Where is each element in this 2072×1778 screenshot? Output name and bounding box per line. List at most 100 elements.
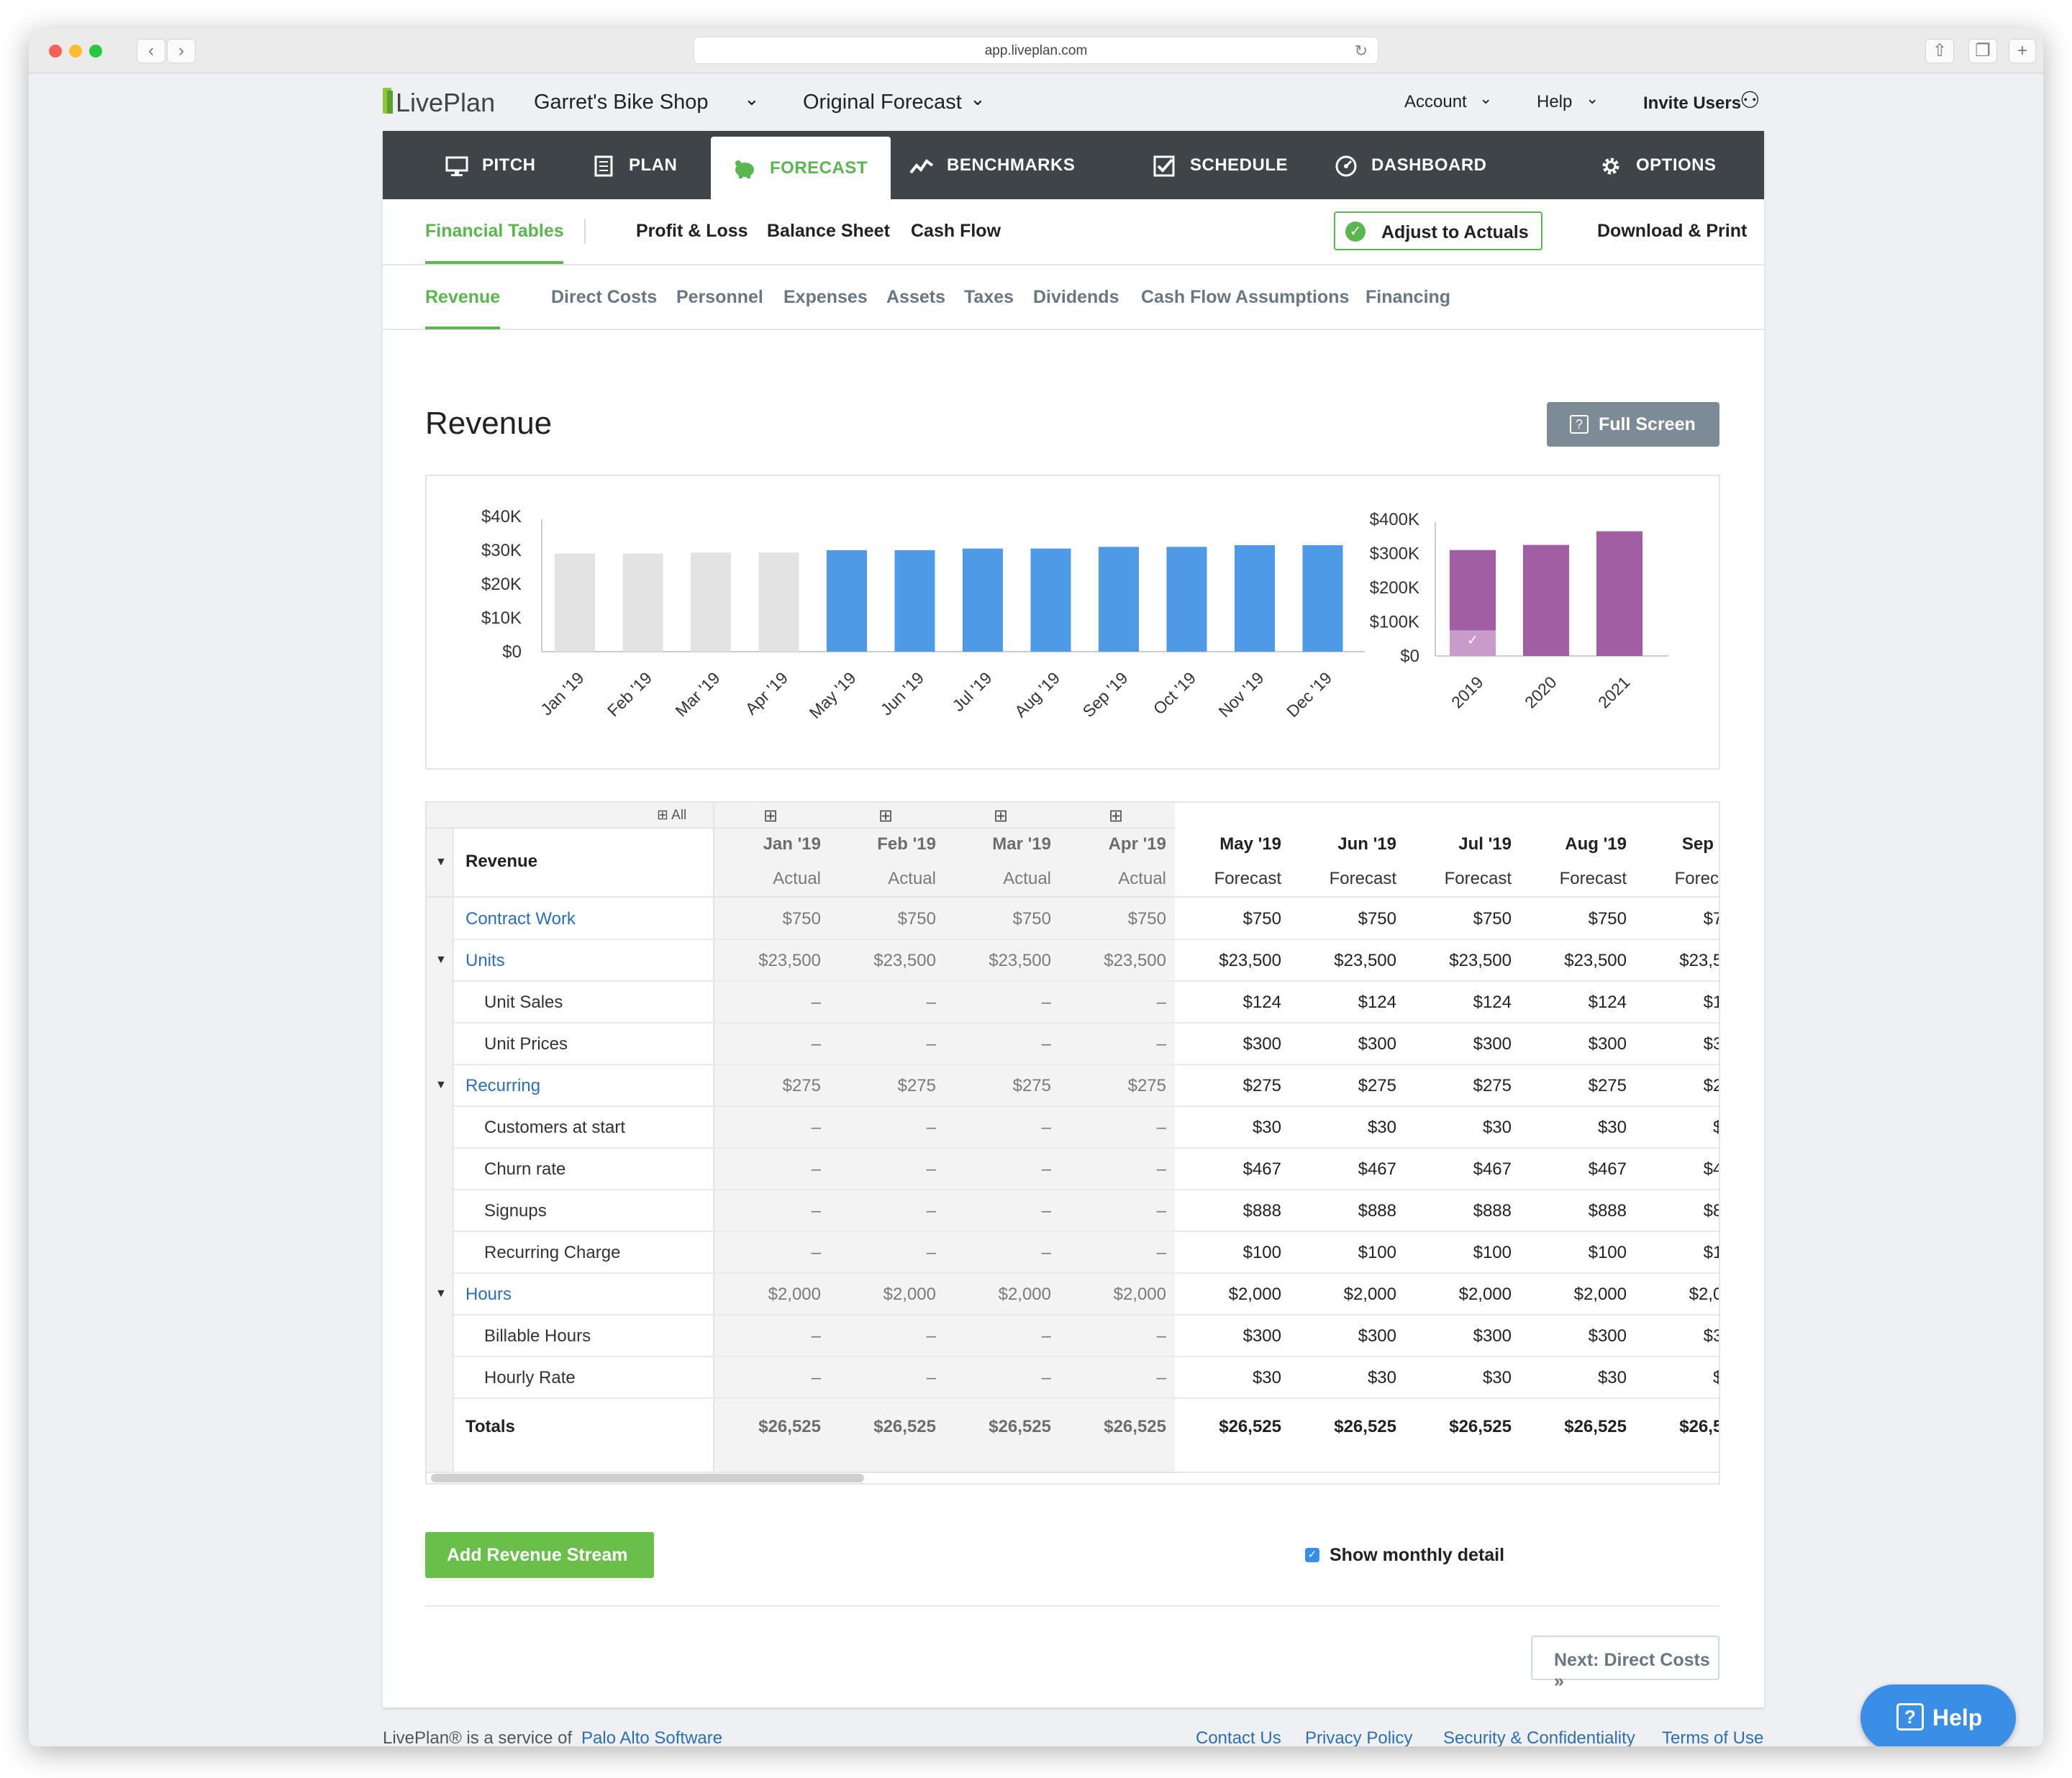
forecast-selector[interactable]: Original Forecast (803, 91, 962, 114)
table-cell[interactable]: $275 (1588, 1076, 1627, 1095)
table-cell[interactable]: $275 (897, 1076, 936, 1095)
table-cell[interactable]: $750 (1242, 909, 1281, 929)
section-revenue[interactable]: Revenue (425, 287, 501, 307)
collapse-icon[interactable]: ▼ (435, 1079, 447, 1091)
table-cell[interactable]: – (926, 1159, 936, 1179)
table-cell[interactable]: $124 (1473, 993, 1512, 1012)
add-revenue-stream-button[interactable]: Add Revenue Stream (425, 1532, 654, 1578)
table-cell[interactable]: $30 (1597, 1118, 1627, 1137)
section-taxes[interactable]: Taxes (964, 287, 1014, 307)
table-cell[interactable]: $750 (1588, 909, 1627, 929)
table-cell[interactable]: – (1156, 1201, 1166, 1221)
forward-button[interactable]: › (167, 39, 196, 63)
table-cell[interactable]: $275 (782, 1076, 821, 1095)
nav-dashboard[interactable]: DASHBOARD (1334, 131, 1487, 199)
table-cell[interactable]: $30 (1482, 1368, 1512, 1387)
table-cell[interactable]: $888 (1703, 1201, 1719, 1221)
table-cell[interactable]: $300 (1703, 1326, 1719, 1346)
table-cell[interactable]: $467 (1588, 1159, 1627, 1179)
table-cell[interactable]: – (1041, 1201, 1051, 1221)
table-cell[interactable]: $124 (1358, 993, 1396, 1012)
download-print-link[interactable]: Download & Print (1597, 221, 1748, 241)
table-cell[interactable]: $23,500 (758, 951, 821, 970)
table-cell[interactable]: – (926, 1368, 936, 1387)
table-cell[interactable]: $2,000 (998, 1285, 1051, 1304)
table-cell[interactable]: $888 (1242, 1201, 1281, 1221)
table-cell[interactable]: $750 (782, 909, 821, 929)
section-dividends[interactable]: Dividends (1033, 287, 1119, 307)
table-cell[interactable]: $750 (1703, 909, 1719, 929)
table-cell[interactable]: – (811, 1118, 821, 1137)
company-selector[interactable]: Garret's Bike Shop (534, 91, 709, 114)
table-cell[interactable]: $23,500 (1564, 951, 1627, 970)
share-icon[interactable]: ⇧ (1925, 39, 1954, 63)
section-cash-flow-assumptions[interactable]: Cash Flow Assumptions (1141, 287, 1350, 307)
table-cell[interactable]: $23,500 (1679, 951, 1719, 970)
footer-privacy-link[interactable]: Privacy Policy (1305, 1728, 1413, 1746)
section-direct-costs[interactable]: Direct Costs (551, 287, 658, 307)
row-label-link[interactable]: Recurring (465, 1076, 541, 1095)
footer-company-link[interactable]: Palo Alto Software (581, 1728, 723, 1746)
table-cell[interactable]: $467 (1703, 1159, 1719, 1179)
expand-month-icon[interactable]: ⊞ (763, 806, 778, 826)
table-cell[interactable]: $30 (1635, 1118, 1719, 1138)
expand-month-icon[interactable]: ⊞ (994, 806, 1009, 826)
address-bar[interactable]: app.liveplan.com ↻ (694, 37, 1378, 64)
table-cell[interactable]: $100 (1242, 1243, 1281, 1262)
table-cell[interactable]: – (1041, 1368, 1051, 1387)
table-cell[interactable]: $300 (1473, 1034, 1512, 1054)
table-cell[interactable]: $23,500 (873, 951, 936, 970)
table-cell[interactable]: – (1041, 1118, 1051, 1137)
collapse-icon[interactable]: ▼ (435, 954, 447, 966)
table-cell[interactable]: $2,000 (883, 1285, 936, 1304)
expand-month-icon[interactable]: ⊞ (1109, 806, 1124, 826)
table-cell[interactable]: $30 (1482, 1118, 1512, 1137)
full-screen-button[interactable]: ? Full Screen (1547, 402, 1719, 447)
footer-contact-link[interactable]: Contact Us (1196, 1728, 1281, 1746)
table-cell[interactable]: $30 (1252, 1118, 1281, 1137)
nav-options[interactable]: OPTIONS (1599, 131, 1717, 199)
table-cell[interactable]: $275 (1242, 1076, 1281, 1095)
table-cell[interactable]: – (811, 1201, 821, 1221)
help-widget-button[interactable]: ? Help (1860, 1684, 2016, 1746)
help-menu[interactable]: Help (1537, 92, 1573, 111)
table-cell[interactable]: $124 (1703, 993, 1719, 1012)
table-cell[interactable]: $2,000 (1343, 1285, 1396, 1304)
table-cell[interactable]: – (1156, 993, 1166, 1012)
next-direct-costs-button[interactable]: Next: Direct Costs » (1531, 1636, 1719, 1691)
nav-benchmarks[interactable]: BENCHMARKS (909, 131, 1075, 199)
table-cell[interactable]: – (926, 993, 936, 1012)
account-menu[interactable]: Account (1404, 92, 1467, 111)
table-cell[interactable]: – (1156, 1326, 1166, 1346)
table-cell[interactable]: – (1156, 1243, 1166, 1262)
table-cell[interactable]: $23,500 (989, 951, 1051, 970)
table-cell[interactable]: $100 (1358, 1243, 1396, 1262)
table-cell[interactable]: – (1156, 1118, 1166, 1137)
table-cell[interactable]: $275 (1473, 1076, 1512, 1095)
table-cell[interactable]: $300 (1473, 1326, 1512, 1346)
table-cell[interactable]: – (926, 1034, 936, 1054)
table-cell[interactable]: $888 (1358, 1201, 1396, 1221)
table-cell[interactable]: $300 (1358, 1034, 1396, 1054)
tabs-icon[interactable]: ❐ (1968, 39, 1997, 63)
table-cell[interactable]: – (811, 1326, 821, 1346)
minimize-window-button[interactable] (69, 45, 82, 58)
table-cell[interactable]: $275 (1012, 1076, 1051, 1095)
table-cell[interactable]: $467 (1473, 1159, 1512, 1179)
tab-financial-tables[interactable]: Financial Tables (425, 221, 564, 241)
table-cell[interactable]: $300 (1242, 1034, 1281, 1054)
table-cell[interactable]: $467 (1242, 1159, 1281, 1179)
table-cell[interactable]: – (1156, 1368, 1166, 1387)
back-button[interactable]: ‹ (137, 39, 165, 63)
add-user-icon[interactable]: ⚇ (1740, 87, 1760, 113)
adjust-to-actuals-button[interactable]: ✓ Adjust to Actuals (1334, 211, 1542, 250)
table-cell[interactable]: $100 (1588, 1243, 1627, 1262)
logo-text[interactable]: LivePlan (396, 88, 496, 117)
table-cell[interactable]: $100 (1703, 1243, 1719, 1262)
close-window-button[interactable] (49, 45, 62, 58)
table-cell[interactable]: – (1041, 993, 1051, 1012)
table-cell[interactable]: $2,000 (1228, 1285, 1281, 1304)
table-cell[interactable]: $124 (1242, 993, 1281, 1012)
footer-terms-link[interactable]: Terms of Use (1662, 1728, 1764, 1746)
invite-users-link[interactable]: Invite Users (1643, 94, 1742, 113)
